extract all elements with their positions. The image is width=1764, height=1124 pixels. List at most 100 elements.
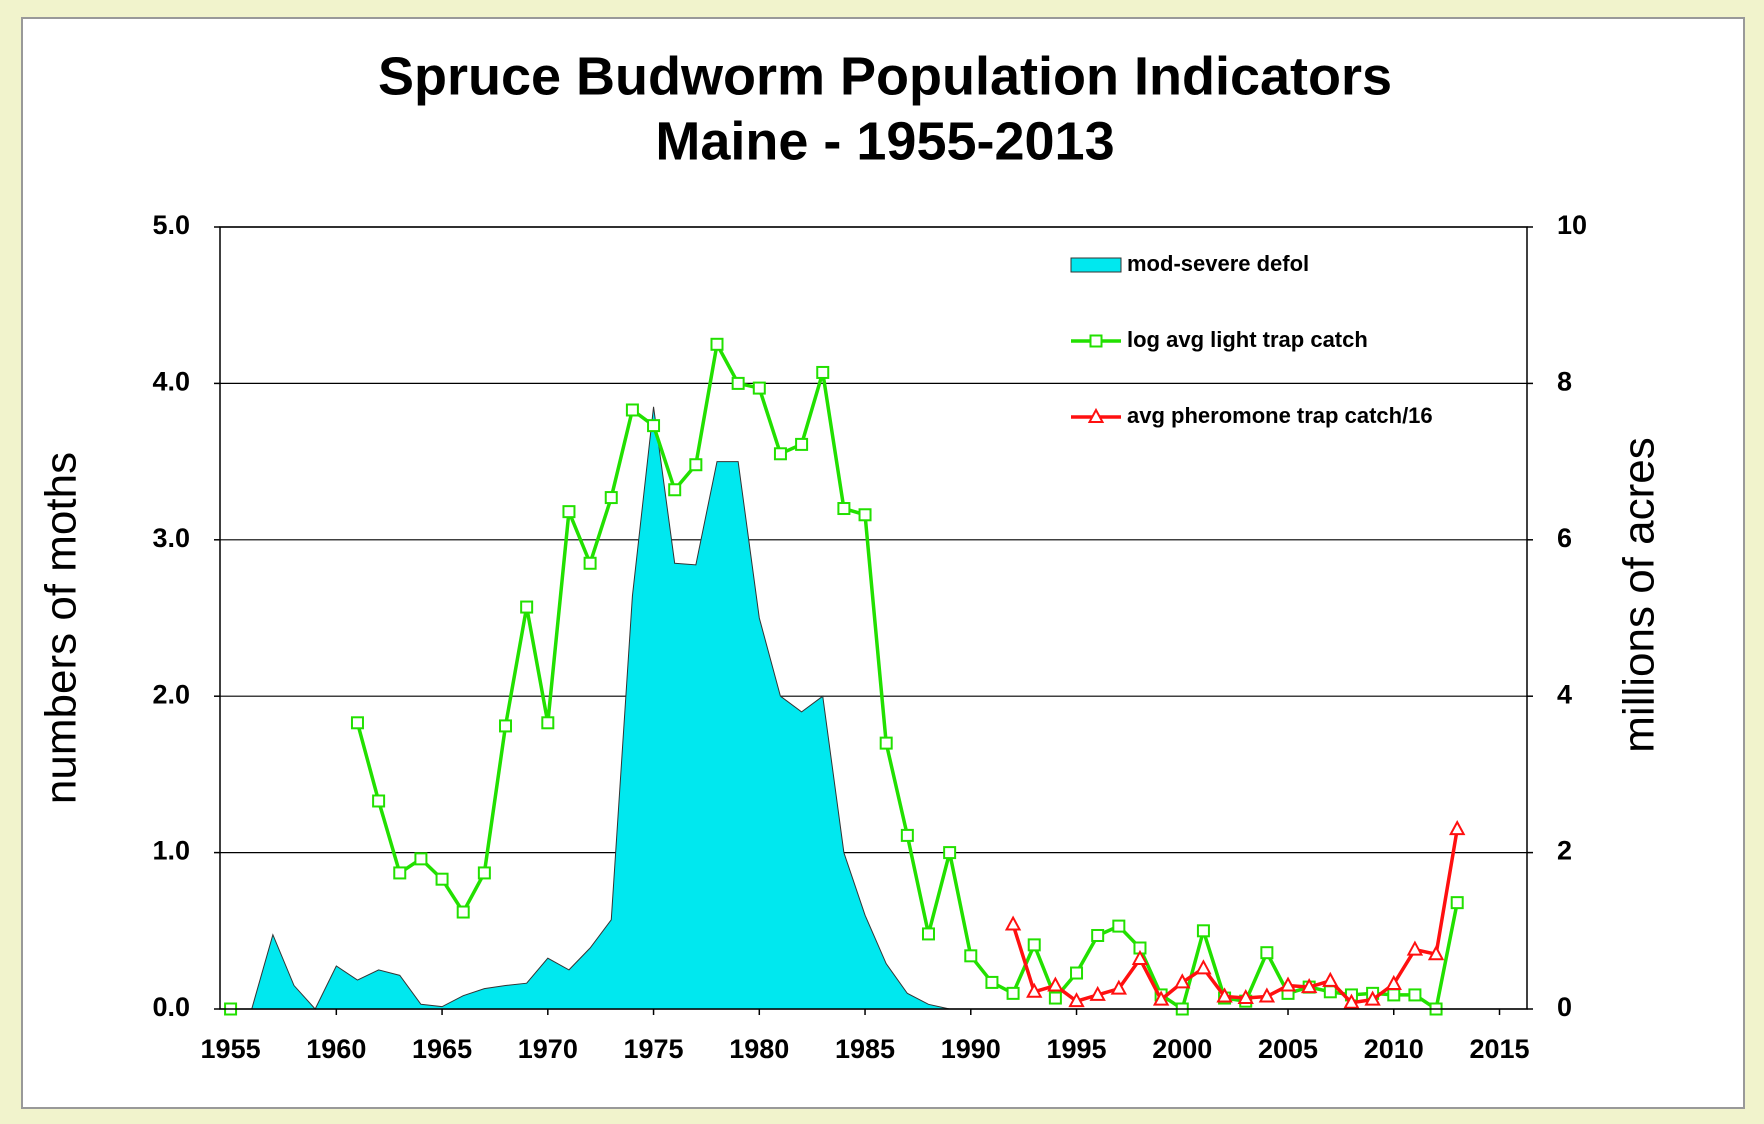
x-tick-label: 1960: [306, 1034, 366, 1064]
y-tick-label: 4.0: [152, 367, 190, 397]
marker: [1091, 928, 1105, 942]
marker: [1427, 945, 1445, 961]
marker: [710, 337, 724, 351]
marker: [1196, 924, 1210, 938]
marker: [414, 852, 428, 866]
y-tick-label: 3.0: [152, 523, 190, 553]
marker: [1387, 988, 1401, 1002]
marker: [1406, 940, 1424, 956]
marker: [1343, 993, 1360, 1009]
legend-label: mod-severe defol: [1127, 251, 1309, 276]
marker: [562, 505, 576, 519]
marker: [900, 828, 914, 842]
x-tick-label: 1990: [941, 1034, 1001, 1064]
x-tick-label: 2000: [1152, 1034, 1212, 1064]
x-tick-label: 1965: [412, 1034, 472, 1064]
y2-tick-label: 0: [1557, 992, 1572, 1022]
x-tick-label: 1995: [1046, 1034, 1106, 1064]
x-tick-label: 1970: [518, 1034, 578, 1064]
y-tick-label: 2.0: [152, 679, 190, 709]
legend-marker: [1087, 407, 1105, 423]
x-tick-label: 2015: [1469, 1034, 1529, 1064]
marker: [499, 719, 513, 733]
marker: [647, 419, 661, 433]
marker: [625, 403, 639, 417]
marker: [752, 381, 766, 395]
marker: [1323, 985, 1337, 999]
marker: [795, 437, 809, 451]
marker: [1048, 991, 1062, 1005]
y-axis-label: numbers of moths: [37, 452, 86, 804]
marker: [773, 447, 787, 461]
marker: [1026, 982, 1043, 998]
y2-tick-label: 4: [1557, 679, 1572, 709]
marker: [1260, 946, 1274, 960]
y-tick-label: 1.0: [152, 836, 190, 866]
marker: [837, 502, 851, 516]
marker: [1450, 896, 1464, 910]
marker: [1195, 959, 1212, 975]
marker: [1174, 973, 1191, 989]
marker: [1068, 992, 1085, 1008]
plot-border: [219, 226, 1528, 1010]
marker: [985, 975, 999, 989]
marker: [477, 866, 491, 880]
marker: [1385, 974, 1402, 990]
marker: [583, 556, 597, 570]
y2-tick-label: 8: [1557, 367, 1572, 397]
chart-subtitle: Maine - 1955-2013: [655, 111, 1114, 171]
marker: [1070, 966, 1084, 980]
marker: [1112, 919, 1126, 933]
marker: [943, 846, 957, 860]
marker: [1300, 978, 1318, 994]
marker: [1408, 988, 1422, 1002]
marker: [668, 483, 682, 497]
marker: [858, 508, 872, 522]
marker: [456, 905, 470, 919]
y-tick-label: 5.0: [152, 210, 190, 240]
marker: [816, 365, 830, 379]
x-tick-label: 1985: [835, 1034, 895, 1064]
marker: [1364, 990, 1381, 1006]
legend-label: avg pheromone trap catch/16: [1127, 403, 1433, 428]
y2-tick-label: 2: [1557, 836, 1572, 866]
marker: [1322, 971, 1339, 987]
marker: [731, 376, 745, 390]
marker: [964, 949, 978, 963]
marker: [1449, 820, 1466, 836]
marker: [372, 794, 386, 808]
marker: [1131, 949, 1149, 965]
y2-axis-label: millions of acres: [1615, 437, 1664, 752]
marker: [1006, 986, 1020, 1000]
marker: [1216, 987, 1233, 1003]
marker: [541, 716, 555, 730]
marker: [1258, 987, 1276, 1003]
x-tick-label: 1955: [201, 1034, 261, 1064]
legend-marker: [1089, 334, 1103, 348]
marker: [1110, 979, 1128, 995]
marker: [1047, 976, 1064, 992]
marker: [689, 458, 703, 472]
x-tick-label: 2010: [1364, 1034, 1424, 1064]
marker: [921, 927, 935, 941]
y2-tick-label: 6: [1557, 523, 1572, 553]
legend-label: log avg light trap catch: [1127, 327, 1368, 352]
x-tick-label: 1980: [729, 1034, 789, 1064]
area: [251, 406, 950, 1010]
marker: [350, 716, 364, 730]
y-tick-label: 0.0: [152, 992, 190, 1022]
marker: [1279, 976, 1297, 992]
marker: [879, 736, 893, 750]
marker: [1089, 985, 1106, 1001]
marker: [435, 872, 449, 886]
marker: [604, 491, 618, 505]
marker: [1027, 938, 1041, 952]
y2-tick-label: 10: [1557, 210, 1587, 240]
legend-swatch: [1070, 257, 1122, 273]
marker: [1004, 915, 1022, 931]
x-tick-label: 1975: [624, 1034, 684, 1064]
marker: [1152, 990, 1170, 1006]
chart-title: Spruce Budworm Population Indicators: [378, 46, 1392, 106]
